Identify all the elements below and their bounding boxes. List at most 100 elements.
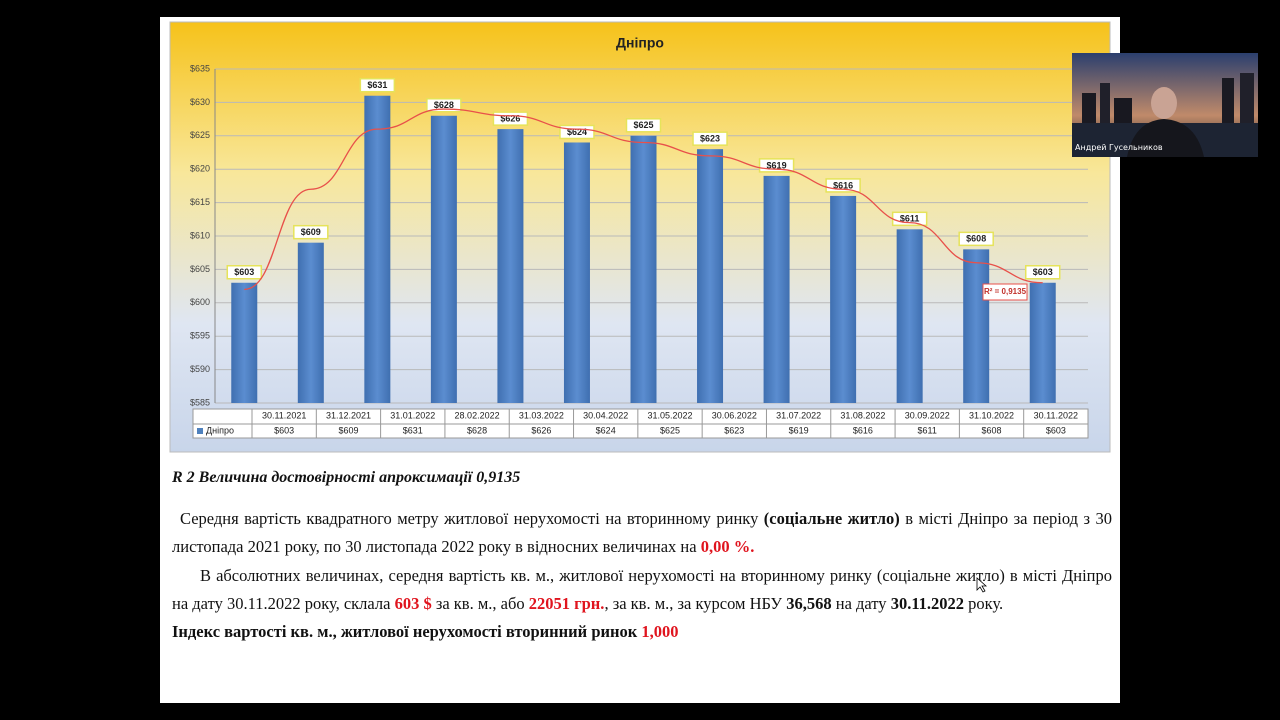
value-label: $624 bbox=[567, 127, 587, 137]
y-tick-label: $615 bbox=[190, 197, 210, 207]
text: на дату bbox=[831, 593, 891, 613]
bar bbox=[430, 115, 457, 403]
value-label-bg bbox=[426, 98, 462, 113]
table-value: $611 bbox=[918, 425, 937, 435]
table-value: $608 bbox=[982, 425, 1002, 435]
paragraph: Середня вартість квадратного метру житло… bbox=[172, 505, 1112, 562]
value-label-bg bbox=[692, 131, 728, 146]
x-tick-label: 31.01.2022 bbox=[390, 410, 435, 420]
participant-name: Андрей Гусельников bbox=[1075, 143, 1163, 152]
value-label: $626 bbox=[500, 113, 520, 123]
y-tick-label: $585 bbox=[190, 397, 210, 407]
text: 22051 грн. bbox=[528, 593, 605, 613]
y-tick-label: $595 bbox=[190, 331, 210, 341]
table-value: $624 bbox=[596, 425, 616, 435]
y-tick-label: $630 bbox=[190, 97, 210, 107]
table-value: $619 bbox=[789, 425, 809, 435]
text: (соціальне житло) bbox=[763, 509, 900, 528]
legend-label: Дніпро bbox=[206, 425, 234, 435]
value-label-bg bbox=[359, 77, 396, 93]
text: Середня вартість квадратного метру житло… bbox=[180, 509, 764, 528]
y-tick-label: $625 bbox=[190, 130, 210, 140]
table-value: $631 bbox=[403, 425, 423, 435]
bar bbox=[297, 242, 324, 403]
x-tick-label: 30.06.2022 bbox=[712, 410, 757, 420]
x-tick-label: 31.10.2022 bbox=[969, 410, 1014, 420]
chart-title: Дніпро bbox=[616, 35, 664, 51]
x-tick-label: 31.05.2022 bbox=[647, 410, 692, 420]
text: 36,568 bbox=[786, 593, 832, 613]
value-label: $628 bbox=[434, 100, 454, 110]
bar bbox=[963, 249, 990, 403]
bar bbox=[896, 229, 923, 403]
paragraph: В абсолютних величинах, середня вартість… bbox=[172, 562, 1112, 619]
bar bbox=[563, 142, 590, 404]
value-label: $625 bbox=[633, 120, 653, 130]
trendline bbox=[244, 108, 1043, 291]
y-tick-label: $635 bbox=[190, 63, 210, 73]
value-label: $603 bbox=[234, 267, 254, 277]
text: В абсолютних величинах, середня вартість… bbox=[172, 565, 1112, 613]
value-label: $611 bbox=[900, 214, 920, 224]
value-label: $631 bbox=[367, 80, 387, 90]
x-tick-label: 30.11.2021 bbox=[262, 410, 306, 420]
value-label-bg bbox=[958, 231, 994, 247]
value-label: $609 bbox=[301, 227, 321, 237]
value-label-bg bbox=[1024, 265, 1061, 280]
legend-swatch bbox=[197, 428, 203, 434]
text: , за кв. м., за курсом НБУ bbox=[604, 593, 787, 613]
bar bbox=[830, 195, 857, 403]
y-tick-label: $610 bbox=[190, 230, 210, 240]
bar bbox=[630, 135, 657, 404]
x-tick-label: 30.09.2022 bbox=[905, 410, 950, 420]
value-label: $608 bbox=[966, 234, 986, 244]
table-value: $603 bbox=[274, 425, 294, 435]
text: 30.11.2022 bbox=[890, 593, 965, 613]
table-value: $616 bbox=[853, 425, 873, 435]
value-label-bg bbox=[625, 118, 662, 133]
table-value: $626 bbox=[531, 425, 551, 435]
table-value: $603 bbox=[1046, 425, 1066, 435]
text: за кв. м., або bbox=[431, 593, 529, 613]
bar bbox=[231, 282, 258, 403]
bar bbox=[697, 149, 724, 403]
table-value: $609 bbox=[338, 425, 358, 435]
value-label-bg bbox=[293, 224, 329, 240]
trendline-annotation: R² = 0,9135 bbox=[984, 287, 1027, 296]
x-tick-label: 31.08.2022 bbox=[840, 410, 885, 420]
x-tick-label: 31.03.2022 bbox=[519, 410, 564, 420]
paragraph: Індекс вартості кв. м., житлової нерухом… bbox=[172, 618, 1112, 646]
video-frame bbox=[1072, 53, 1258, 157]
value-label: $603 bbox=[1033, 267, 1053, 277]
y-tick-label: $590 bbox=[190, 364, 210, 374]
text: Індекс вартості кв. м., житлової нерухом… bbox=[172, 622, 642, 642]
document-body: Середня вартість квадратного метру житло… bbox=[172, 505, 1112, 646]
text: в місті Дніпро за період з 30 листопада … bbox=[172, 509, 1112, 557]
bar bbox=[364, 95, 391, 403]
value-label: $623 bbox=[700, 134, 720, 144]
text: 1,000 bbox=[641, 622, 679, 642]
bar bbox=[497, 129, 524, 403]
bar bbox=[1029, 282, 1056, 403]
x-tick-label: 30.04.2022 bbox=[583, 410, 628, 420]
text: 0,00 %. bbox=[700, 537, 755, 557]
table-value: $628 bbox=[467, 425, 487, 435]
text: 603 $ bbox=[394, 593, 432, 613]
y-tick-label: $600 bbox=[190, 297, 210, 307]
x-tick-label: 28.02.2022 bbox=[455, 410, 500, 420]
value-label-bg bbox=[226, 265, 263, 280]
table-value: $623 bbox=[724, 425, 744, 435]
value-label: $619 bbox=[767, 160, 787, 170]
annotation-box bbox=[982, 283, 1028, 301]
text: року. bbox=[964, 593, 1004, 613]
x-tick-label: 31.07.2022 bbox=[776, 410, 821, 420]
y-tick-label: $605 bbox=[190, 264, 210, 274]
bar bbox=[763, 175, 790, 403]
video-thumbnail: Андрей Гусельников bbox=[1072, 53, 1258, 157]
x-tick-label: 30.11.2022 bbox=[1034, 410, 1078, 420]
table-value: $625 bbox=[660, 425, 680, 435]
heading: R 2 Величина достовірності апроксимації … bbox=[172, 469, 521, 486]
x-tick-label: 31.12.2021 bbox=[326, 410, 371, 420]
